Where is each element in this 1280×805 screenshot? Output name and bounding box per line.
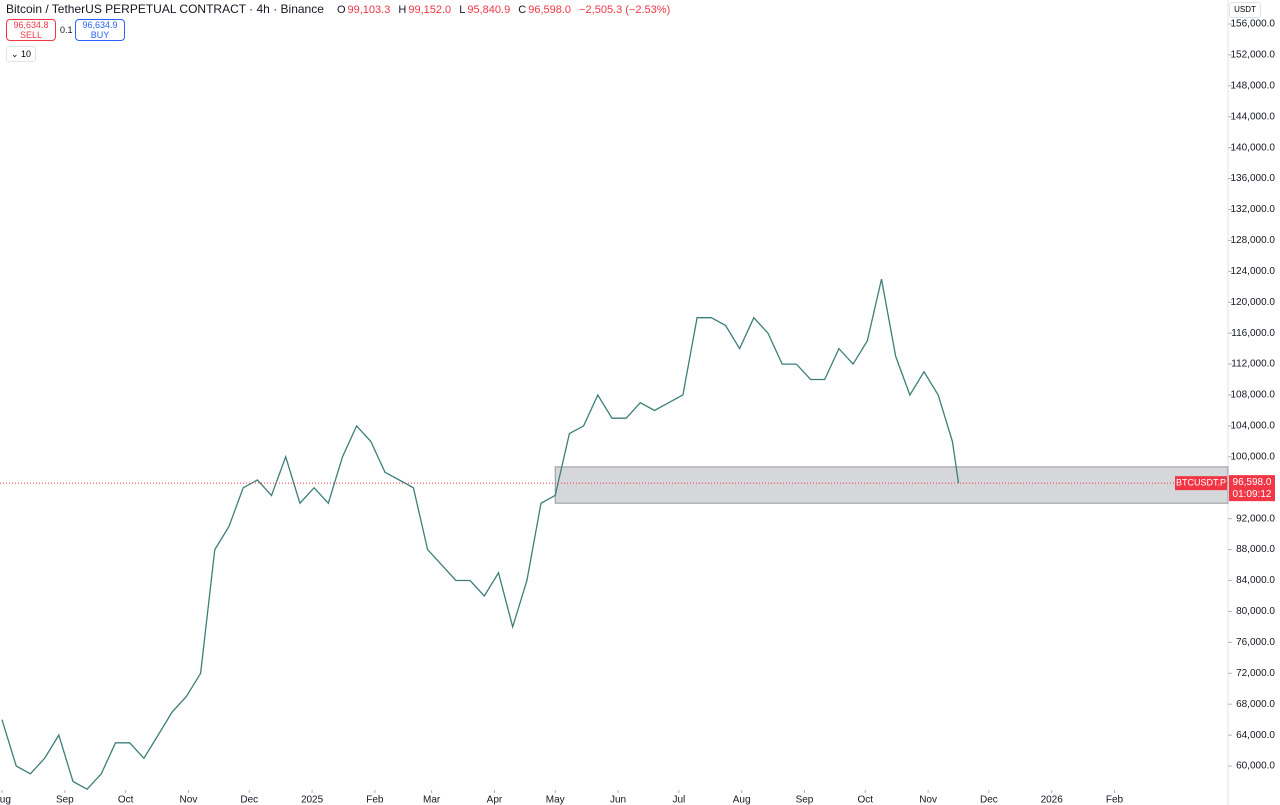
symbol-tag-text: BTCUSDT.P	[1176, 478, 1226, 488]
price-tag	[1229, 475, 1275, 502]
ohlc-value: 96,598.0	[528, 4, 572, 16]
y-tick-label: 152,000.0	[1231, 50, 1276, 61]
price-line	[1, 278, 960, 791]
price-tag-countdown: 01:09:12	[1233, 489, 1272, 500]
x-tick-label: 2026	[1041, 795, 1064, 805]
x-tick-label: Oct	[118, 795, 134, 805]
sell-label: SELL	[19, 30, 43, 40]
buy-label: BUY	[90, 30, 110, 40]
x-tick-label: Aug	[733, 795, 751, 805]
y-tick-label: 116,000.0	[1231, 328, 1275, 339]
x-tick-label: 2025	[301, 795, 324, 805]
ohlc-label: H	[398, 4, 407, 16]
ohlc-value: 95,840.9	[467, 4, 511, 16]
x-tick-label: Sep	[56, 795, 74, 805]
y-tick-label: 108,000.0	[1231, 390, 1276, 401]
indicators-toggle[interactable]: ⌄ 10	[6, 46, 37, 62]
y-tick-label: 132,000.0	[1231, 204, 1276, 215]
y-tick-label: 112,000.0	[1231, 359, 1275, 370]
ohlc-label: C	[518, 4, 527, 16]
y-tick-label: 144,000.0	[1231, 111, 1276, 122]
y-tick-label: 60,000.0	[1236, 761, 1275, 772]
ohlc-value: 99,152.0	[408, 4, 452, 16]
x-tick-label: Dec	[980, 795, 998, 805]
y-tick-label: 128,000.0	[1231, 235, 1276, 246]
currency[interactable]: USDT	[1229, 2, 1261, 18]
buy-price: 96,634.9	[82, 20, 118, 30]
x-tick-label: Feb	[366, 795, 384, 805]
ohlc-label: O	[336, 4, 346, 16]
y-tick-label: 136,000.0	[1231, 173, 1276, 184]
y-tick-label: 88,000.0	[1236, 544, 1275, 555]
x-tick-label: Nov	[180, 795, 198, 805]
y-tick-label: 124,000.0	[1231, 266, 1276, 277]
y-tick-label: 84,000.0	[1236, 575, 1275, 586]
y-tick-label: 68,000.0	[1236, 699, 1275, 710]
y-tick-label: 80,000.0	[1236, 606, 1275, 617]
change: −2,505.3 (−2.53%)	[579, 4, 671, 16]
x-tick-label: Dec	[240, 795, 258, 805]
price-zone	[554, 466, 1229, 504]
x-tick-label: Mar	[423, 795, 441, 805]
y-tick-label: 120,000.0	[1231, 297, 1276, 308]
symbol-header: Bitcoin / TetherUS PERPETUAL CONTRACT · …	[6, 2, 675, 16]
spread: 0.1	[60, 25, 73, 35]
ohlc-label: L	[459, 4, 466, 16]
x-tick-label: Aug	[0, 795, 11, 805]
indicator-count: 10	[21, 49, 32, 59]
sell-price: 96,634.8	[13, 20, 49, 30]
buy-button[interactable]: 96,634.9 BUY	[75, 19, 125, 41]
price-tag-value: 96,598.0	[1233, 477, 1272, 488]
y-tick-label: 104,000.0	[1231, 421, 1276, 432]
y-tick-label: 140,000.0	[1231, 142, 1276, 153]
y-tick-label: 148,000.0	[1231, 80, 1276, 91]
x-tick-label: Sep	[796, 795, 814, 805]
x-tick-label: Jul	[672, 795, 685, 805]
x-tick-label: Feb	[1106, 795, 1124, 805]
ohlc-value: 99,103.3	[347, 4, 391, 16]
y-tick-label: 100,000.0	[1231, 451, 1276, 462]
sell-button[interactable]: 96,634.8 SELL	[6, 19, 56, 41]
x-tick-label: Jun	[610, 795, 626, 805]
symbol-tag	[1175, 476, 1227, 491]
y-tick-label: 64,000.0	[1236, 730, 1275, 741]
x-tick-label: May	[546, 795, 565, 805]
x-tick-label: Apr	[487, 795, 503, 805]
y-tick-label: 72,000.0	[1236, 668, 1275, 679]
y-tick-label: 156,000.0	[1231, 19, 1276, 30]
x-tick-label: Nov	[919, 795, 937, 805]
y-tick-label: 92,000.0	[1236, 513, 1275, 524]
symbol-title[interactable]: Bitcoin / TetherUS PERPETUAL CONTRACT · …	[6, 2, 324, 16]
y-tick-label: 76,000.0	[1236, 637, 1275, 648]
x-tick-label: Oct	[857, 795, 873, 805]
